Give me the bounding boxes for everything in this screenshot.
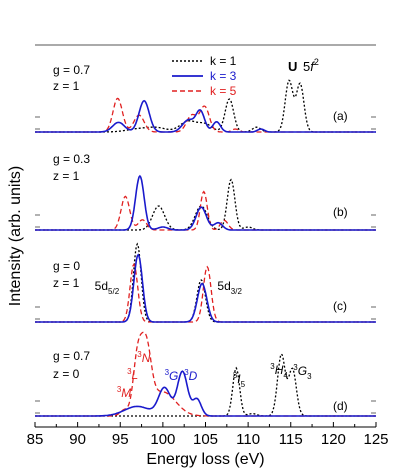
legend-label: k = 3 bbox=[210, 69, 237, 83]
series-k1-line bbox=[35, 178, 376, 231]
x-tick-label: 95 bbox=[112, 431, 129, 448]
chart-title: U 5f2 bbox=[288, 57, 319, 74]
x-tick-label: 120 bbox=[321, 431, 346, 448]
panel-param: g = 0.3 bbox=[53, 152, 90, 166]
x-tick-label: 105 bbox=[193, 431, 218, 448]
panel-param: g = 0.7 bbox=[53, 63, 90, 77]
plot-frame bbox=[35, 44, 376, 428]
panel-c: g = 0 z = 1 (c) 5d5/2 5d3/2 bbox=[35, 242, 376, 323]
legend: k = 1k = 3k = 5 bbox=[172, 54, 237, 98]
series-k5-line bbox=[35, 97, 376, 133]
series-k3-line bbox=[35, 253, 376, 323]
peak-label: 5d3/2 bbox=[217, 279, 242, 296]
x-tick-label: 110 bbox=[236, 431, 260, 448]
term-label: 3G bbox=[165, 368, 179, 383]
x-tick-label: 100 bbox=[150, 431, 175, 448]
x-tick-label: 125 bbox=[363, 431, 388, 448]
series-k3-line bbox=[35, 99, 376, 133]
panel-a: g = 0.7 z = 1 (a) bbox=[35, 63, 376, 133]
panel-param: z = 1 bbox=[53, 276, 80, 290]
legend-label: k = 1 bbox=[210, 54, 237, 68]
x-tick-label: 90 bbox=[69, 431, 86, 448]
panel-label: (a) bbox=[333, 109, 348, 123]
term-label: 3L bbox=[127, 367, 138, 382]
panel-label: (b) bbox=[333, 205, 348, 219]
panel-param: z = 1 bbox=[53, 79, 80, 93]
title-config: 5f2 bbox=[303, 57, 319, 74]
x-tick-label: 85 bbox=[27, 431, 44, 448]
panel-label: (d) bbox=[333, 399, 348, 413]
series-k1-line bbox=[35, 242, 376, 323]
series-k3-line bbox=[35, 370, 376, 417]
x-axis-label: Energy loss (eV) bbox=[146, 451, 264, 468]
panel-b: g = 0.3 z = 1 (b) bbox=[35, 152, 376, 231]
panel-param: z = 1 bbox=[53, 169, 80, 183]
term-label: 3I5 bbox=[233, 371, 246, 389]
series-k1-line bbox=[35, 352, 376, 417]
peak-label: 5d5/2 bbox=[95, 279, 120, 296]
x-tick-label: 115 bbox=[279, 431, 303, 448]
panel-param: g = 0 bbox=[53, 259, 80, 273]
term-label: 3M bbox=[117, 385, 131, 400]
term-label: 3N bbox=[137, 350, 150, 365]
panel-d: g = 0.7 z = 0 (d) 3N 3L 3M 3G 3D 3I5 3H4 3G3 bbox=[35, 331, 376, 417]
panel-param: g = 0.7 bbox=[53, 349, 90, 363]
term-label: 3G3 bbox=[293, 363, 312, 381]
series-k3-line bbox=[35, 174, 376, 231]
title-element: U bbox=[288, 59, 297, 74]
x-axis-ticks: 85 90 95 100 105 110 115 120 125 bbox=[27, 422, 389, 448]
panel-param: z = 0 bbox=[53, 367, 80, 381]
panel-label: (c) bbox=[333, 299, 347, 313]
term-label: 3H4 bbox=[270, 362, 288, 380]
term-label: 3D bbox=[184, 368, 197, 383]
panels: g = 0.7 z = 1 (a) g = 0.3 z = 1 (b) g = 0 z = 1… bbox=[35, 63, 376, 417]
y-axis-label: Intensity (arb. units) bbox=[7, 166, 24, 307]
series-k5-line bbox=[35, 331, 376, 417]
legend-label: k = 5 bbox=[210, 84, 237, 98]
